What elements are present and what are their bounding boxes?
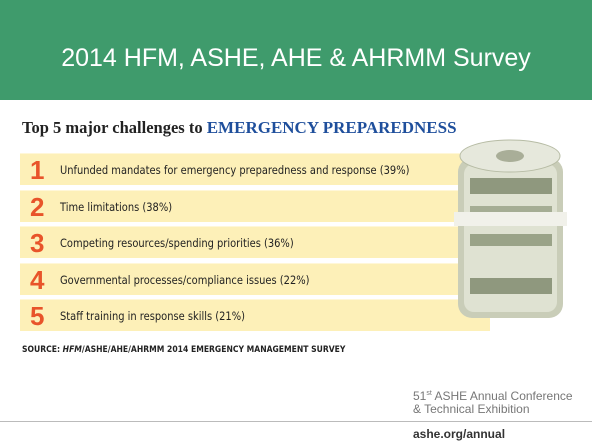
- infographic-heading: Top 5 major challenges to EMERGENCY PREP…: [22, 118, 457, 138]
- challenge-row: 3 Competing resources/spending priorities…: [20, 226, 490, 258]
- challenge-text: Competing resources/spending priorities …: [60, 236, 294, 250]
- source-rest: /ASHE/AHE/AHRMM 2014 EMERGENCY MANAGEMEN…: [81, 345, 346, 355]
- slide-title: 2014 HFM, ASHE, AHE & AHRMM Survey: [61, 44, 531, 72]
- challenge-text: Governmental processes/compliance issues…: [60, 272, 310, 287]
- challenge-rank: 3: [30, 228, 45, 258]
- challenge-rank: 4: [30, 264, 45, 295]
- challenge-rank: 2: [30, 191, 45, 222]
- conference-number: 51: [413, 389, 427, 403]
- money-roll-image: [454, 139, 567, 318]
- source-italic: HFM: [62, 345, 82, 355]
- challenge-rank: 5: [30, 301, 45, 331]
- conference-name: 51st ASHE Annual Conference & Technical E…: [413, 387, 573, 416]
- conference-line1: ASHE Annual Conference: [431, 389, 573, 403]
- challenge-text: Staff training in response skills (21%): [60, 309, 245, 323]
- heading-lead: Top 5 major challenges to: [22, 118, 207, 137]
- footer-rule: [0, 421, 592, 422]
- source-lead: SOURCE:: [22, 345, 63, 355]
- challenge-rank: 1: [30, 155, 45, 185]
- challenge-row: 2 Time limitations (38%): [20, 189, 490, 222]
- conference-line2: & Technical Exhibition: [413, 402, 530, 416]
- source-note: SOURCE: HFM/ASHE/AHE/AHRMM 2014 EMERGENC…: [22, 345, 345, 355]
- challenge-text: Unfunded mandates for emergency prepared…: [60, 163, 410, 177]
- challenge-row: 4 Governmental processes/compliance issue…: [20, 262, 490, 295]
- challenge-row: 5 Staff training in response skills (21%): [20, 299, 490, 331]
- challenge-row: 1 Unfunded mandates for emergency prepare…: [20, 153, 490, 185]
- heading-emphasis: EMERGENCY PREPAREDNESS: [206, 118, 457, 137]
- header-bar: 2014 HFM, ASHE, AHE & AHRMM Survey: [0, 0, 592, 100]
- conference-url: ashe.org/annual: [413, 427, 506, 441]
- challenge-text: Time limitations (38%): [60, 199, 173, 214]
- conference-suffix: st: [426, 390, 432, 397]
